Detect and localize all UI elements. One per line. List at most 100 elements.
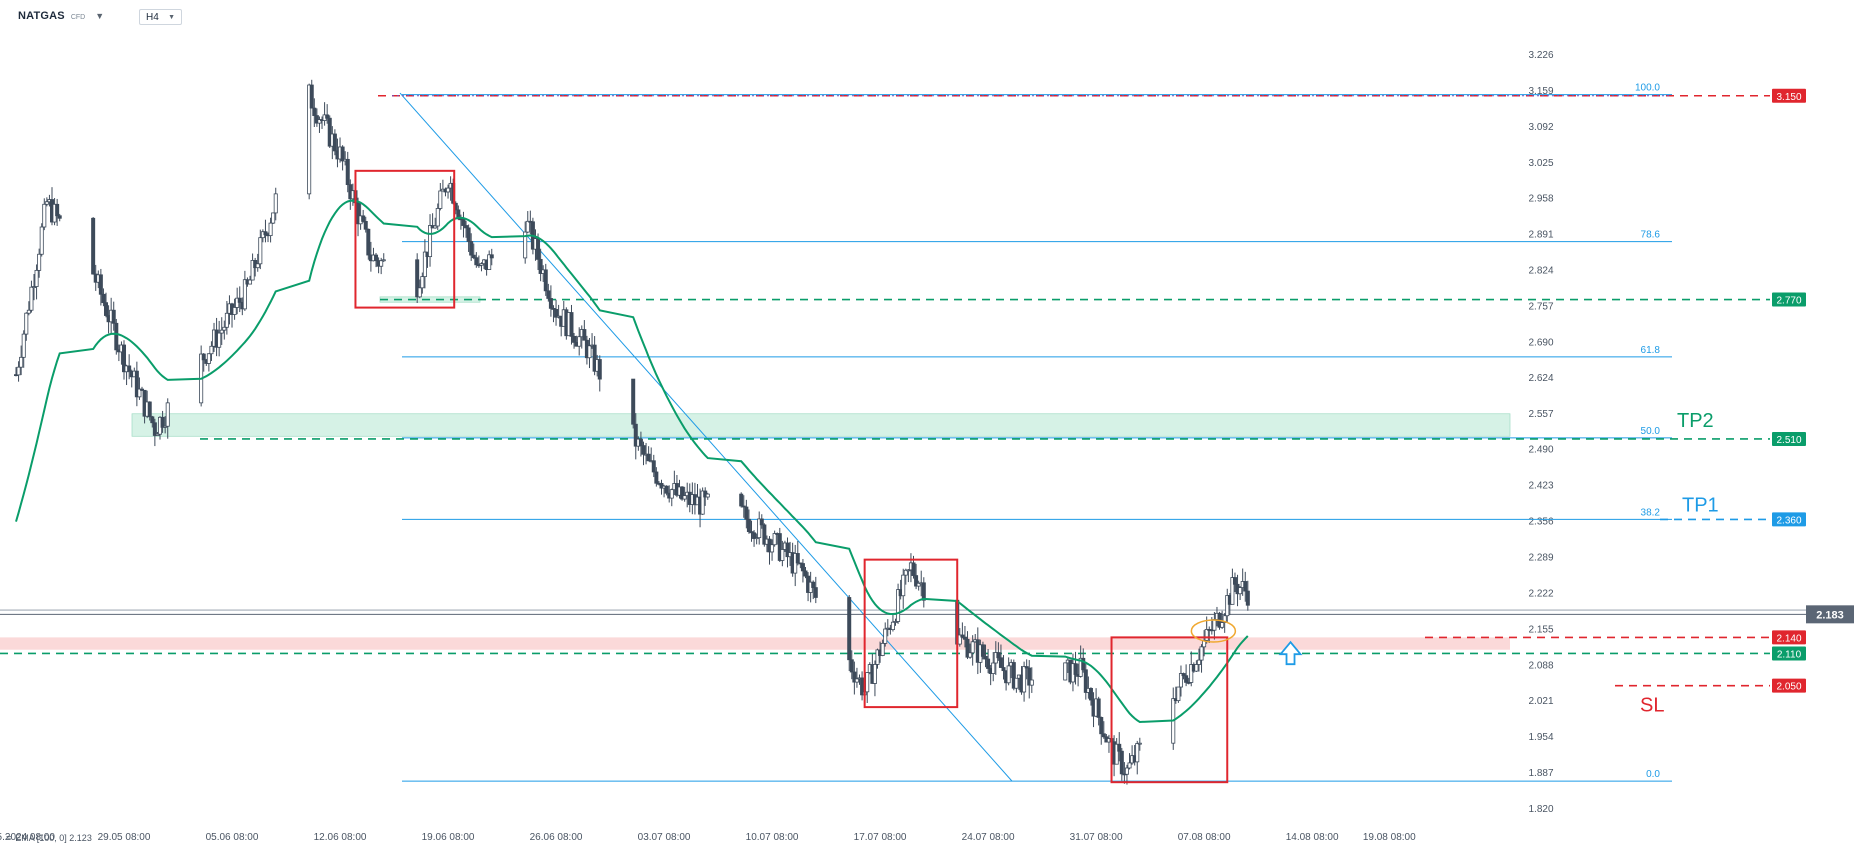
up-arrow-icon[interactable]	[1278, 640, 1303, 666]
y-tick-label: 1.954	[1528, 732, 1553, 743]
fib-label-50.0: 50.0	[1641, 426, 1661, 437]
candle-body	[651, 460, 656, 473]
candle-body	[366, 228, 371, 256]
candle-body	[374, 254, 379, 262]
trend-line[interactable]	[399, 92, 1013, 782]
candle-body	[906, 569, 911, 572]
candle-body	[752, 532, 757, 539]
candle-body	[268, 222, 273, 236]
candle-body	[1029, 679, 1034, 686]
y-tick-label: 3.025	[1528, 158, 1553, 169]
y-tick-label: 3.159	[1528, 86, 1553, 97]
x-tick-label: 14.08 08:00	[1286, 832, 1339, 843]
level-price-label: 2.770	[1776, 296, 1801, 307]
candle-body	[1117, 743, 1122, 752]
candle-body	[250, 260, 255, 281]
candle-body	[29, 286, 34, 311]
candle-body	[98, 274, 103, 295]
highlight-box[interactable]	[1110, 636, 1229, 784]
level-price-badge	[1772, 646, 1806, 661]
candle-body	[875, 649, 880, 665]
y-tick-label: 3.226	[1528, 50, 1553, 61]
candle-body	[428, 225, 433, 258]
y-tick-label: 2.222	[1528, 588, 1553, 599]
candle-body	[631, 378, 636, 425]
candle-body	[1137, 742, 1142, 745]
candle-body	[921, 582, 926, 601]
level-price-label: 2.140	[1776, 633, 1801, 644]
candle-body	[114, 322, 119, 351]
candle-body	[217, 332, 222, 348]
candle-body	[420, 276, 425, 289]
chevron-down-icon: ▼	[168, 13, 175, 21]
candle-body	[258, 237, 263, 265]
level-price-badge	[1772, 630, 1806, 645]
candle-body	[417, 287, 422, 298]
indicator-legend[interactable]: ≡ EMA [100, 0] 2.123	[6, 833, 92, 843]
highlight-box[interactable]	[354, 169, 456, 309]
candle-body	[466, 227, 471, 242]
candle-body	[744, 506, 749, 520]
candle-body	[705, 493, 710, 498]
candle-body	[1243, 581, 1248, 592]
symbol-header[interactable]: NATGAS CFD ▼	[18, 10, 104, 22]
highlight-box[interactable]	[863, 558, 959, 709]
candle-body	[880, 642, 885, 656]
y-tick-label: 2.690	[1528, 337, 1553, 348]
indicator-settings-icon[interactable]: ≡	[6, 833, 12, 843]
candle-body	[1232, 577, 1237, 585]
candle-body	[1135, 743, 1140, 763]
highlight-ellipse[interactable]	[1190, 619, 1237, 643]
candle-body	[543, 269, 548, 292]
candle-body	[700, 490, 705, 515]
y-tick-label: 2.958	[1528, 194, 1553, 205]
candle-body	[433, 225, 438, 229]
y-tick-label: 2.757	[1528, 302, 1553, 313]
candle-body	[1006, 665, 1011, 684]
candle-body	[332, 133, 337, 152]
candle-body	[960, 634, 965, 638]
y-tick-label: 2.624	[1528, 373, 1553, 384]
symbol-name: NATGAS	[18, 10, 65, 22]
timeframe-value: H4	[146, 11, 159, 23]
x-tick-label: 10.07 08:00	[746, 832, 799, 843]
candle-body	[415, 259, 420, 298]
x-tick-label: 29.05 08:00	[98, 832, 151, 843]
y-tick-label: 2.356	[1528, 517, 1553, 528]
candle-body	[201, 353, 206, 361]
candle-body	[1022, 666, 1027, 693]
fib-label-61.8: 61.8	[1641, 345, 1661, 356]
candle-body	[746, 518, 751, 533]
candle-body	[1194, 664, 1199, 672]
candle-body	[592, 344, 597, 372]
x-tick-label: 19.08 08:00	[1363, 832, 1416, 843]
chevron-down-icon[interactable]: ▼	[95, 11, 105, 21]
candle-body	[134, 370, 139, 398]
candle-body	[680, 486, 685, 500]
candle-body	[222, 326, 227, 331]
candle-body	[464, 225, 469, 229]
candle-body	[474, 257, 479, 266]
candle-body	[965, 638, 970, 658]
candle-body	[137, 388, 142, 398]
candle-body	[363, 221, 368, 230]
candle-body	[206, 353, 211, 364]
candle-body	[865, 672, 870, 693]
candle-body	[914, 575, 919, 587]
y-tick-label: 2.490	[1528, 445, 1553, 456]
candle-body	[587, 345, 592, 359]
candle-body	[104, 302, 109, 316]
x-tick-label: 26.06 08:00	[530, 832, 583, 843]
level-price-badge	[1772, 678, 1806, 693]
ema-100-line[interactable]	[15, 199, 1249, 724]
candle-body	[140, 388, 145, 391]
candle-body	[235, 297, 240, 308]
timeframe-select[interactable]: H4 ▼	[139, 9, 182, 25]
candle-body	[638, 438, 643, 446]
candle-body	[569, 312, 574, 337]
candle-body	[847, 597, 852, 661]
y-tick-label: 2.557	[1528, 409, 1553, 420]
candle-body	[983, 655, 988, 660]
candle-body	[19, 356, 24, 368]
